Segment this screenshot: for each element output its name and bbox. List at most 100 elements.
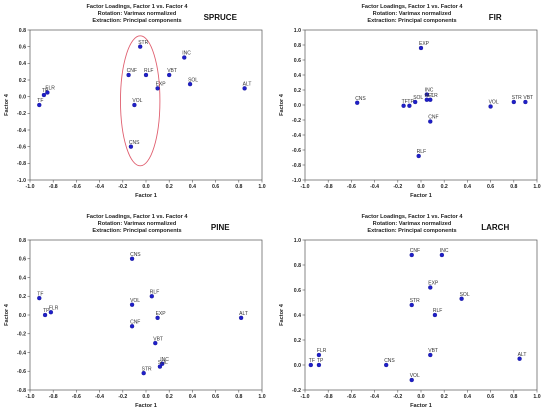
x-axis-label: Factor 1 <box>410 403 432 409</box>
data-point-label: CNF <box>428 115 438 121</box>
plot-frame <box>29 239 263 391</box>
data-point-label: TP <box>407 99 414 105</box>
data-point <box>129 302 135 307</box>
x-tick-label: 0.2 <box>441 394 448 400</box>
data-point <box>418 45 424 51</box>
species-label: PINE <box>211 223 230 232</box>
x-tick-label: 0.0 <box>142 184 149 190</box>
data-point <box>316 362 322 368</box>
data-point <box>157 364 163 369</box>
chart-svg-larch: Factor Loadings, Factor 1 vs. Factor 4Ro… <box>279 214 541 409</box>
data-point <box>511 99 516 105</box>
data-point-label: CNS <box>384 358 395 364</box>
data-point <box>149 294 154 299</box>
x-tick-label: 0.6 <box>487 394 494 400</box>
y-tick-label: 0.6 <box>19 44 26 50</box>
data-point <box>143 72 149 78</box>
data-point <box>407 103 412 108</box>
x-tick-label: 0.2 <box>166 394 173 400</box>
x-tick-label: -0.6 <box>347 394 356 400</box>
data-point-label: CNF <box>410 248 420 254</box>
data-point <box>401 103 406 108</box>
data-point <box>517 356 522 361</box>
y-tick-label: -0.8 <box>17 388 26 394</box>
data-point <box>126 72 131 78</box>
data-point <box>409 377 414 383</box>
x-tick-label: -0.8 <box>49 394 58 400</box>
data-point-label: STR <box>142 366 152 372</box>
data-point <box>48 310 54 315</box>
y-axis-label: Factor 4 <box>279 93 285 116</box>
data-point-label: VOL <box>132 98 142 104</box>
y-tick-label: 0.2 <box>19 294 26 300</box>
y-tick-label: -0.6 <box>292 148 301 154</box>
data-point <box>132 102 137 108</box>
y-tick-label: 0.0 <box>294 363 301 369</box>
data-point <box>129 256 135 261</box>
x-tick-label: -0.2 <box>118 184 127 190</box>
data-point-label: ALT <box>518 352 527 358</box>
y-tick-label: 0.8 <box>19 28 26 34</box>
data-point <box>459 296 464 301</box>
data-point-label: TP <box>43 308 50 314</box>
y-tick-label: -0.6 <box>17 144 26 150</box>
data-point-label: CNS <box>129 140 140 146</box>
y-tick-label: -1.0 <box>17 178 26 184</box>
x-tick-label: -0.6 <box>72 394 81 400</box>
data-point-label: ALT <box>239 311 248 317</box>
chart-panel-fir: Factor Loadings, Factor 1 vs. Factor 4 Ro… <box>275 0 550 205</box>
x-tick-label: -0.6 <box>347 184 356 190</box>
y-axis-label: Factor 4 <box>4 93 10 116</box>
data-point <box>428 285 433 290</box>
y-tick-label: 0.4 <box>294 73 301 79</box>
y-tick-label: 0.0 <box>19 94 26 100</box>
x-axis-label: Factor 1 <box>135 403 157 409</box>
x-tick-label: 0.2 <box>166 184 173 190</box>
y-tick-label: 0.4 <box>19 275 26 281</box>
x-tick-label: 0.6 <box>487 184 494 190</box>
highlight-ellipse <box>120 35 161 167</box>
x-tick-label: -1.0 <box>26 184 35 190</box>
y-tick-label: -0.2 <box>292 118 301 124</box>
x-tick-label: 1.0 <box>533 184 540 190</box>
data-point <box>355 100 360 105</box>
data-point-label: EXP <box>156 311 167 317</box>
data-point <box>42 312 48 318</box>
x-tick-label: -0.6 <box>72 184 81 190</box>
data-point <box>155 315 160 320</box>
x-tick-label: -0.2 <box>118 394 127 400</box>
data-point <box>45 90 50 95</box>
x-tick-label: -0.8 <box>324 394 333 400</box>
data-point-label: TF <box>37 291 43 297</box>
data-point <box>428 97 433 102</box>
y-axis-label: Factor 4 <box>279 303 285 326</box>
x-tick-label: 1.0 <box>533 394 540 400</box>
data-point <box>167 72 172 78</box>
data-point-label: ALT <box>425 93 434 99</box>
x-axis-label: Factor 1 <box>410 193 432 199</box>
data-point <box>160 361 165 366</box>
data-point-label: INC <box>425 88 434 94</box>
data-point-label: VBT <box>167 68 177 74</box>
species-label: LARCH <box>481 223 509 232</box>
data-point-label: TF <box>37 98 43 104</box>
x-tick-label: 0.0 <box>417 394 424 400</box>
data-point-label: CNF <box>127 68 137 74</box>
y-tick-label: 0.6 <box>294 288 301 294</box>
chart-title-line: Factor Loadings, Factor 1 vs. Factor 4 <box>86 4 188 10</box>
x-tick-label: 0.0 <box>417 184 424 190</box>
y-tick-label: -0.2 <box>292 388 301 394</box>
y-tick-label: 0.8 <box>294 263 301 269</box>
data-point-label: STR <box>512 95 522 101</box>
data-point-label: SOL <box>158 360 168 366</box>
chart-title-line: Rotation: Varimax normalized <box>373 221 452 227</box>
y-tick-label: -0.4 <box>292 133 301 139</box>
data-point <box>416 153 421 159</box>
y-tick-label: 0.8 <box>19 238 26 244</box>
data-point <box>138 44 143 49</box>
chart-title-line: Factor Loadings, Factor 1 vs. Factor 4 <box>86 214 188 220</box>
data-point-label: CNF <box>130 319 140 325</box>
chart-title-line: Rotation: Varimax normalized <box>373 11 452 17</box>
y-tick-label: 1.0 <box>294 238 301 244</box>
x-tick-label: -0.4 <box>95 184 104 190</box>
